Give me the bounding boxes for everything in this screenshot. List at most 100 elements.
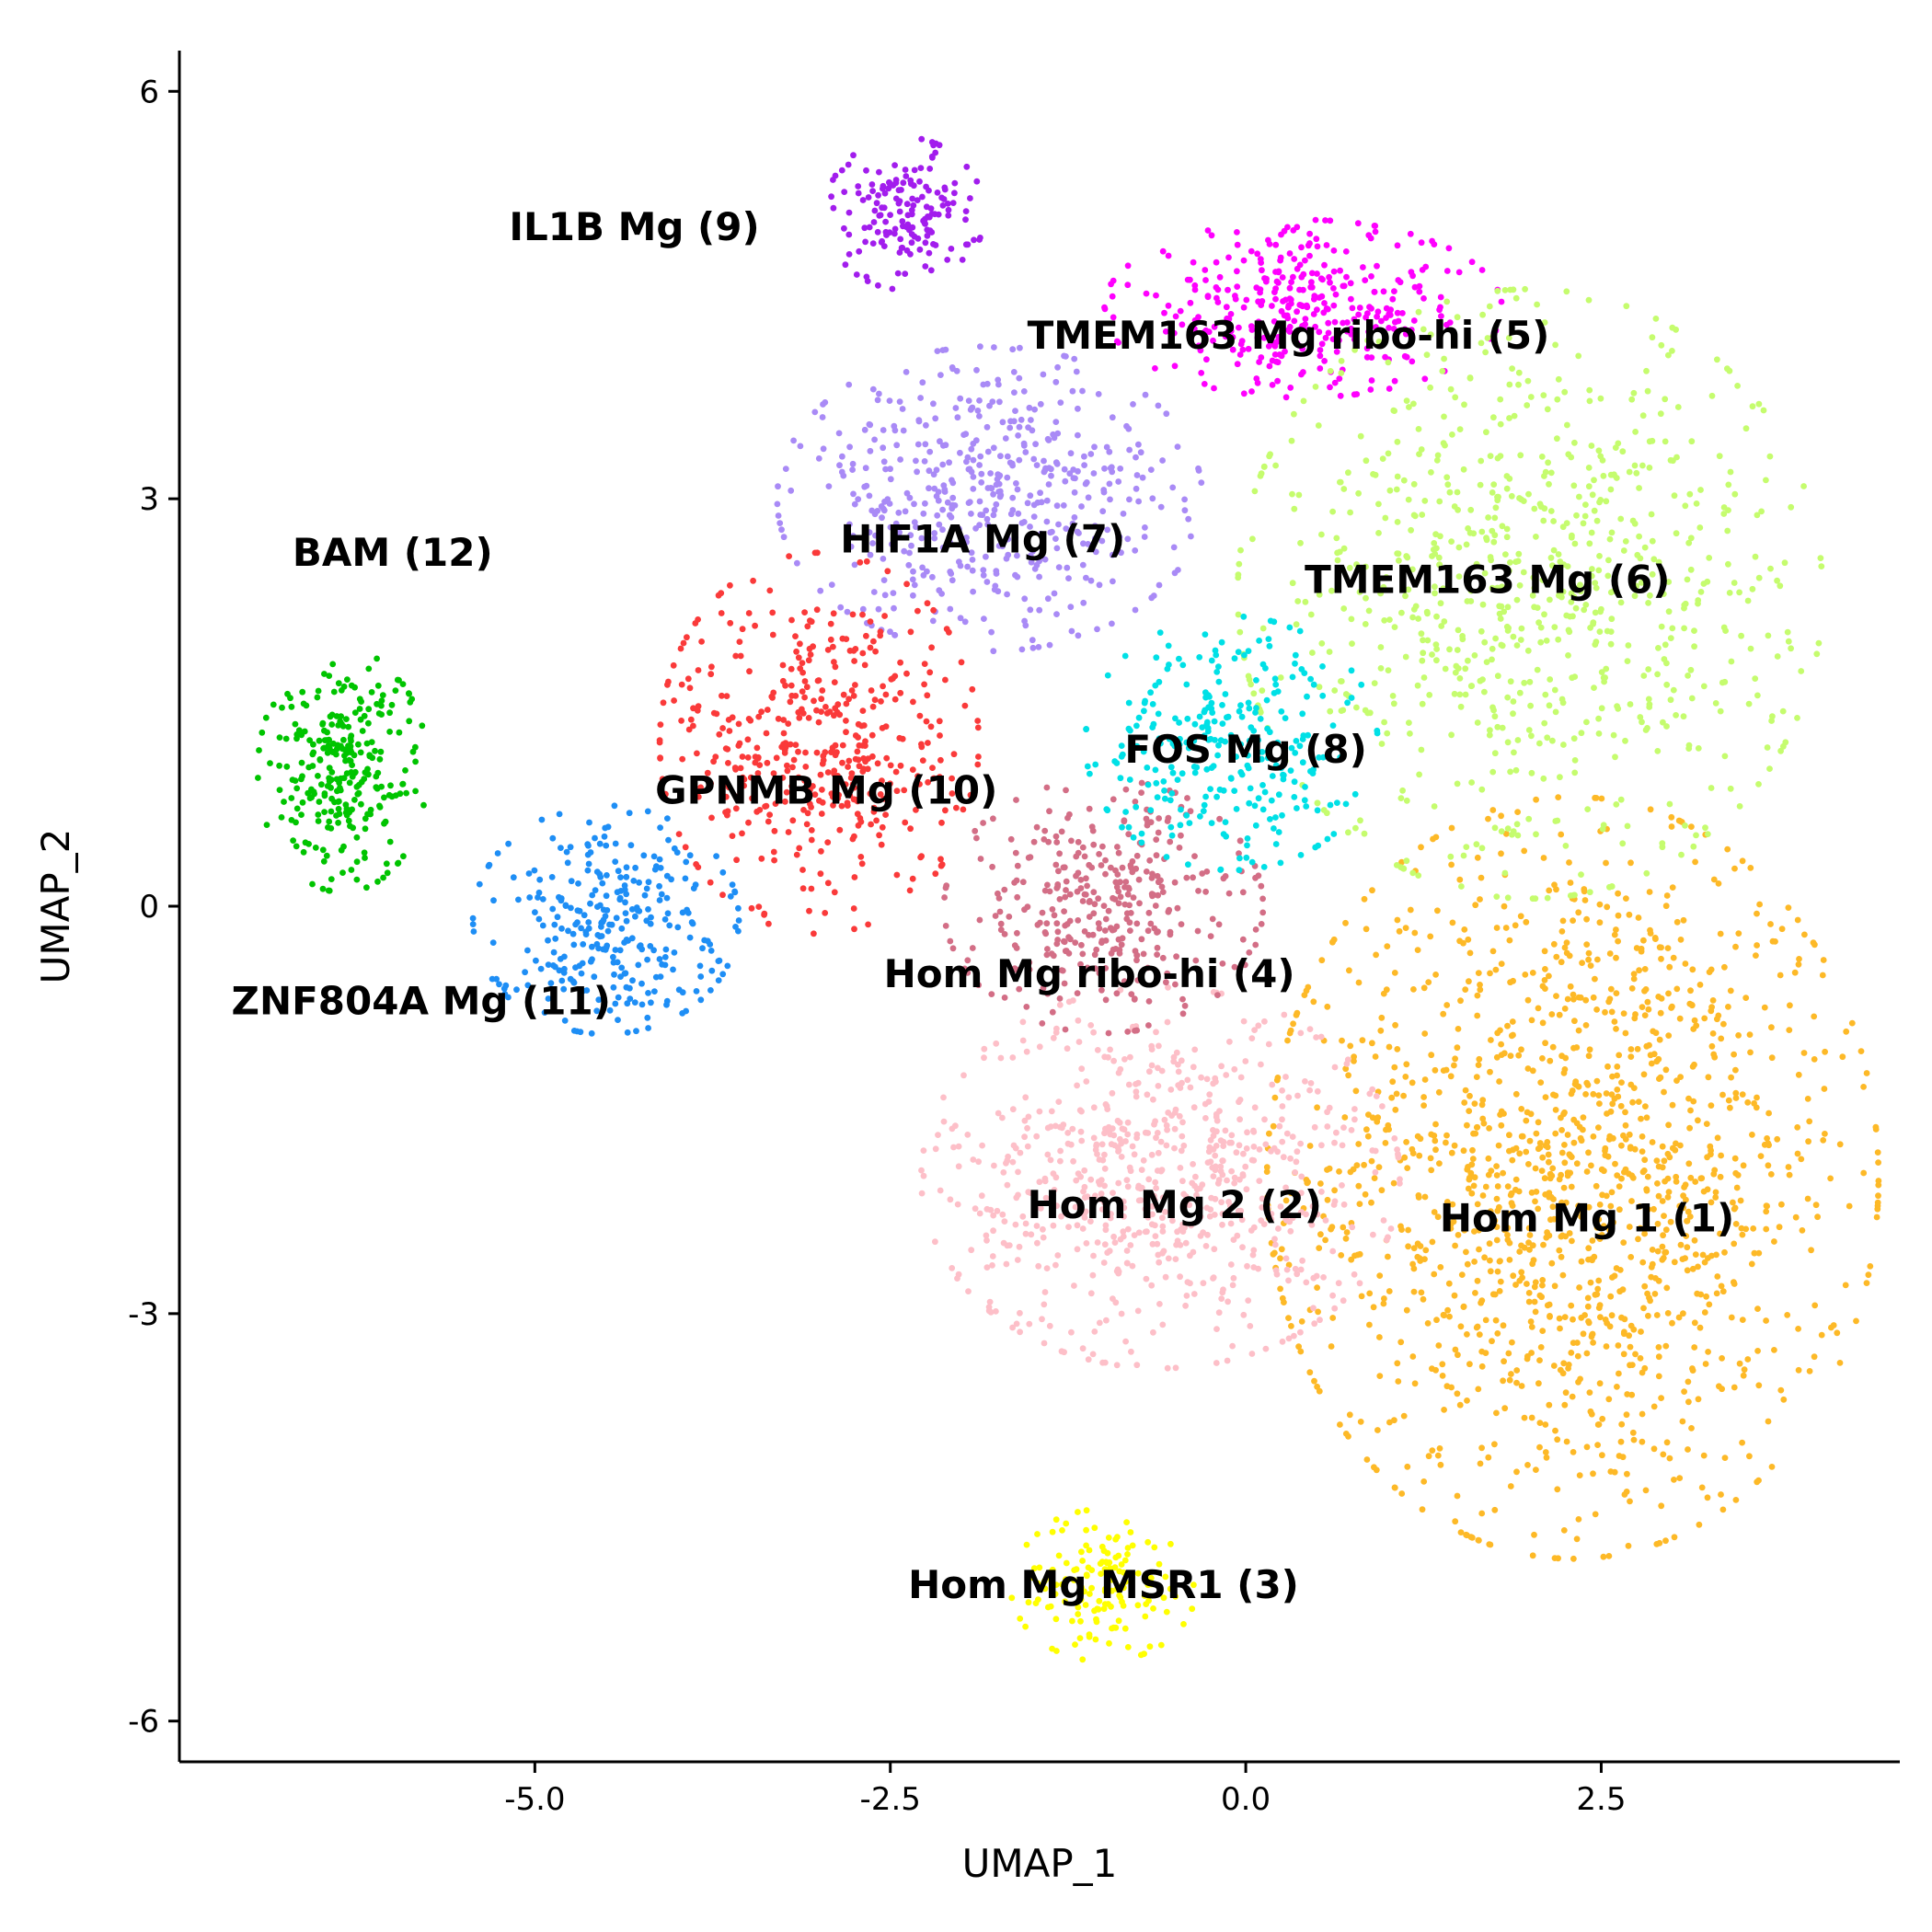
- scatter-point: [1183, 811, 1190, 819]
- scatter-point: [1596, 1202, 1604, 1208]
- scatter-point: [1017, 1328, 1023, 1336]
- scatter-point: [1326, 273, 1332, 281]
- scatter-point: [1433, 613, 1440, 620]
- scatter-point: [1585, 483, 1593, 490]
- scatter-point: [1532, 1198, 1538, 1205]
- scatter-point: [1662, 438, 1669, 445]
- scatter-point: [1433, 545, 1440, 552]
- scatter-point: [1457, 1323, 1465, 1330]
- scatter-point: [1153, 292, 1159, 299]
- scatter-point: [995, 890, 1001, 897]
- scatter-point: [1081, 1183, 1088, 1190]
- scatter-point: [1640, 1071, 1648, 1078]
- scatter-point: [878, 698, 884, 705]
- scatter-point: [950, 1144, 957, 1151]
- scatter-point: [1362, 277, 1369, 283]
- scatter-point: [1685, 1446, 1691, 1453]
- scatter-point: [1063, 1559, 1070, 1567]
- scatter-point: [811, 791, 819, 799]
- scatter-point: [1041, 556, 1049, 563]
- scatter-point: [1110, 1233, 1117, 1240]
- scatter-point: [1252, 926, 1259, 933]
- scatter-point: [983, 553, 989, 560]
- scatter-point: [1271, 1094, 1279, 1101]
- scatter-point: [1277, 859, 1284, 867]
- scatter-point: [1204, 728, 1212, 735]
- scatter-point: [1665, 608, 1673, 615]
- scatter-point: [1113, 760, 1121, 766]
- scatter-point: [1536, 1420, 1544, 1426]
- scatter-point: [1279, 811, 1285, 819]
- scatter-point: [722, 793, 730, 800]
- scatter-point: [1458, 1271, 1466, 1278]
- scatter-point: [1464, 1397, 1470, 1404]
- scatter-point: [937, 756, 944, 764]
- scatter-point: [1213, 1326, 1220, 1332]
- scatter-point: [1258, 320, 1265, 328]
- scatter-point: [1443, 268, 1451, 274]
- scatter-point: [1553, 953, 1560, 960]
- scatter-point: [1121, 1213, 1127, 1220]
- scatter-point: [1045, 838, 1052, 845]
- scatter-point: [1363, 926, 1370, 933]
- scatter-point: [1185, 861, 1191, 868]
- scatter-point: [1584, 1294, 1592, 1302]
- scatter-point: [1725, 560, 1731, 568]
- scatter-point: [1720, 624, 1728, 631]
- scatter-point: [909, 576, 916, 583]
- scatter-point: [1078, 503, 1085, 510]
- scatter-point: [1121, 1557, 1129, 1564]
- scatter-point: [1087, 1176, 1095, 1183]
- scatter-point: [1155, 1083, 1162, 1089]
- scatter-point: [1457, 997, 1464, 1005]
- scatter-point: [1485, 1454, 1492, 1461]
- scatter-point: [881, 190, 889, 197]
- scatter-point: [1162, 795, 1168, 802]
- scatter-point: [1352, 824, 1359, 832]
- scatter-point: [1570, 991, 1577, 998]
- scatter-point: [1467, 587, 1475, 594]
- scatter-point: [1567, 983, 1574, 990]
- scatter-point: [1302, 316, 1309, 322]
- scatter-point: [1477, 677, 1484, 684]
- scatter-point: [947, 605, 954, 613]
- scatter-point: [1448, 861, 1455, 868]
- scatter-point: [1224, 1357, 1231, 1364]
- scatter-point: [1147, 1574, 1155, 1581]
- scatter-point: [1673, 712, 1679, 719]
- scatter-point: [1239, 889, 1247, 896]
- scatter-point: [677, 645, 684, 652]
- scatter-point: [1083, 1240, 1090, 1247]
- scatter-point: [1546, 1401, 1553, 1409]
- scatter-point: [1339, 1182, 1345, 1189]
- scatter-point: [1669, 1319, 1675, 1327]
- scatter-point: [1616, 1370, 1622, 1377]
- scatter-point: [1186, 820, 1193, 826]
- scatter-point: [1685, 539, 1693, 546]
- scatter-point: [930, 606, 937, 614]
- scatter-point: [1105, 1601, 1111, 1607]
- scatter-point: [1585, 1203, 1593, 1211]
- scatter-point: [1215, 1309, 1223, 1317]
- scatter-point: [1154, 929, 1160, 936]
- scatter-point: [1183, 874, 1190, 881]
- scatter-point: [1554, 1436, 1561, 1443]
- scatter-point: [922, 263, 929, 270]
- scatter-point: [1072, 1641, 1078, 1648]
- scatter-point: [1712, 700, 1719, 707]
- scatter-point: [1607, 640, 1615, 648]
- scatter-point: [1550, 1215, 1558, 1223]
- scatter-point: [1239, 1244, 1246, 1251]
- scatter-point: [1622, 1029, 1629, 1037]
- scatter-point: [1409, 869, 1417, 877]
- scatter-point: [1375, 530, 1382, 536]
- scatter-point: [1597, 608, 1604, 615]
- scatter-point: [1021, 595, 1029, 603]
- scatter-point: [1063, 1576, 1069, 1582]
- scatter-point: [1353, 704, 1360, 711]
- scatter-point: [970, 456, 977, 464]
- scatter-point: [785, 829, 792, 835]
- scatter-point: [983, 579, 991, 585]
- scatter-point: [918, 1167, 925, 1174]
- scatter-point: [1318, 1142, 1325, 1149]
